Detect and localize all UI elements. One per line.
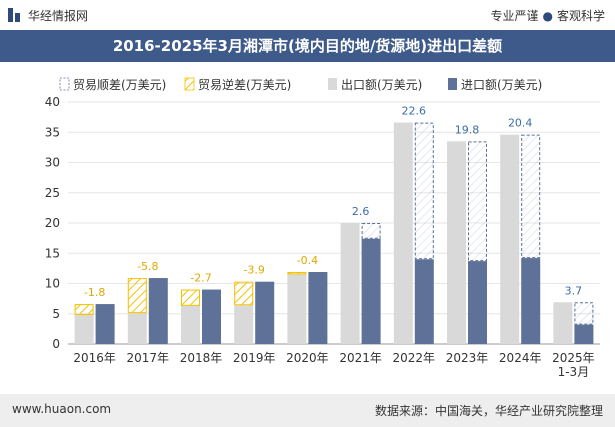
bullet-icon: ● (542, 9, 553, 23)
balance-label: 2.6 (352, 205, 370, 218)
import-bar (148, 278, 168, 344)
x-tick-label: 2020年 (286, 351, 329, 365)
export-bar (340, 223, 360, 344)
y-tick-label: 30 (45, 156, 60, 170)
tagline-right: 客观科学 (556, 9, 605, 23)
x-tick-label: 2022年 (393, 351, 436, 365)
deficit-fill (74, 304, 94, 315)
export-bar (393, 122, 413, 344)
y-tick-label: 15 (45, 246, 60, 260)
export-bar (500, 134, 520, 344)
deficit-fill (127, 278, 147, 314)
surplus-box (468, 141, 487, 262)
balance-label: 19.8 (455, 123, 480, 136)
balance-label: 3.7 (565, 284, 583, 297)
legend-label: 贸易顺差(万美元) (73, 78, 166, 92)
site-url[interactable]: www.huaon.com (12, 402, 112, 416)
deficit-fill (181, 289, 200, 306)
balance-label: -2.7 (190, 272, 211, 285)
legend-label: 出口额(万美元) (341, 78, 422, 92)
export-bar (553, 302, 573, 344)
x-tick-label: 2024年 (499, 351, 542, 365)
deficit-fill (287, 272, 307, 275)
balance-label: -5.8 (137, 260, 158, 273)
tagline-left: 专业严谨 (490, 9, 539, 23)
surplus-fill (414, 122, 434, 260)
y-tick-label: 40 (45, 95, 60, 109)
tagline: 专业严谨 ● 客观科学 (490, 7, 605, 24)
legend-swatch (184, 77, 195, 91)
surplus-fill (521, 134, 541, 259)
gridlines (68, 101, 600, 315)
import-bar (414, 259, 434, 344)
export-bar (287, 274, 307, 344)
import-bar (202, 289, 221, 344)
import-bar (308, 272, 328, 344)
x-tick-label: 2016年 (73, 351, 116, 365)
x-tick-label: 2017年 (127, 351, 170, 365)
balance-label: -3.9 (243, 264, 264, 277)
legend-swatch (328, 78, 337, 90)
import-bar (361, 238, 381, 344)
import-bar (255, 281, 275, 344)
balance-label: 20.4 (508, 117, 533, 130)
legend: 贸易顺差(万美元) 贸易逆差(万美元) 出口额(万美元) 进口额(万美元) (59, 77, 542, 92)
legend-label: 贸易逆差(万美元) (198, 77, 291, 92)
deficit-box (127, 278, 147, 314)
export-bar (181, 305, 200, 344)
export-bar (74, 314, 94, 344)
import-bar (95, 304, 115, 344)
brand-name: 华经情报网 (28, 9, 89, 23)
import-bar (574, 324, 594, 344)
logo-icon (8, 8, 22, 22)
export-bar (447, 141, 466, 344)
balance-label: 22.6 (402, 105, 427, 118)
x-tick-label: 2018年 (180, 351, 223, 365)
x-tick-label: 2025年 (552, 351, 595, 365)
x-tick-label: 1-3月 (558, 365, 590, 379)
y-tick-label: 25 (45, 186, 60, 200)
deficit-fill (234, 281, 254, 306)
import-bar (468, 261, 487, 344)
footer: www.huaon.com 数据来源：中国海关，华经产业研究院整理 (0, 394, 615, 427)
bar-chart: 贸易顺差(万美元) 贸易逆差(万美元) 出口额(万美元) 进口额(万美元) 0 5 10 1… (45, 77, 600, 379)
surplus-fill (361, 223, 381, 239)
export-bar (127, 313, 147, 344)
legend-swatch (59, 77, 70, 91)
deficit-box (287, 272, 307, 275)
deficit-box (181, 289, 200, 306)
y-tick-label: 35 (45, 125, 60, 139)
deficit-box (234, 281, 254, 306)
surplus-box (361, 223, 381, 239)
y-tick-label: 0 (52, 337, 60, 351)
x-axis: 2016年 2017年 2018年 2019年 2020年 2021年 2022年 2023年… (73, 351, 594, 379)
surplus-fill (574, 302, 594, 325)
data-source: 数据来源：中国海关，华经产业研究院整理 (374, 404, 603, 418)
deficit-box (74, 304, 94, 315)
import-bar (521, 258, 541, 344)
surplus-box (414, 122, 434, 260)
legend-swatch (448, 78, 457, 90)
y-tick-label: 10 (45, 277, 60, 291)
x-tick-label: 2023年 (446, 351, 489, 365)
x-tick-label: 2021年 (339, 351, 382, 365)
x-tick-label: 2019年 (233, 351, 276, 365)
legend-label: 进口额(万美元) (461, 78, 542, 92)
y-tick-label: 20 (45, 216, 60, 230)
balance-label: -1.8 (84, 286, 105, 299)
bars: -1.8 -5.8 -2.7 -3.9 -0.4 2.6 22.6 19.8 20.4 3.7 (74, 105, 594, 344)
balance-label: -0.4 (297, 254, 318, 267)
export-bar (234, 305, 254, 344)
chart-title: 2016-2025年3月湘潭市(境内目的地/货源地)进出口差额 (0, 30, 615, 62)
y-tick-label: 5 (52, 307, 60, 321)
top-bar: 华经情报网 专业严谨 ● 客观科学 (0, 0, 615, 30)
surplus-fill (468, 141, 487, 262)
